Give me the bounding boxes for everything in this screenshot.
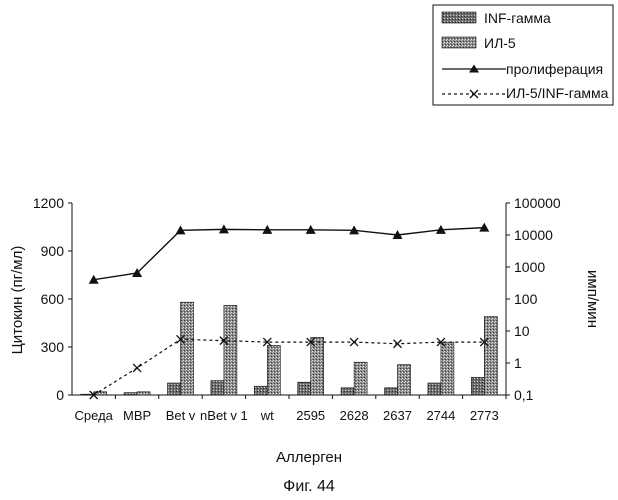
y-tick-label-left: 1200 <box>33 195 64 211</box>
y-tick-label-right: 10 <box>514 323 530 339</box>
x-tick-label: 2595 <box>296 408 325 423</box>
y-axis-title-left: Цитокин (пг/мл) <box>9 246 26 355</box>
line-proliferation <box>94 228 485 280</box>
y-tick-label-left: 900 <box>41 243 65 259</box>
y-ticks-right: 0,1 1 10 100 1000 10000 100000 <box>506 195 561 403</box>
x-tick-label: 2637 <box>383 408 412 423</box>
y-tick-label-right: 100 <box>514 291 538 307</box>
lines <box>89 223 490 399</box>
line-ratio <box>94 339 485 395</box>
bar-il5 <box>354 362 367 395</box>
bar-il5 <box>441 342 454 395</box>
bar-inf-gamma <box>341 388 354 395</box>
bar-il5 <box>137 392 150 395</box>
x-tick-label: 2744 <box>426 408 455 423</box>
bar-inf-gamma <box>211 381 224 395</box>
legend: INF-гамма ИЛ-5 пролиферация ИЛ-5/INF-гам… <box>433 5 613 105</box>
bars <box>81 302 498 395</box>
legend-swatch-inf <box>442 12 476 23</box>
figure-caption: Фиг. 44 <box>0 478 618 496</box>
x-tick-label: Bet v <box>166 408 196 423</box>
x-tick-label: 2628 <box>340 408 369 423</box>
x-tick-label: MBP <box>123 408 151 423</box>
bar-il5 <box>311 337 324 395</box>
bar-inf-gamma <box>124 393 137 395</box>
marker-ratio <box>394 340 402 348</box>
legend-label-il5: ИЛ-5 <box>484 35 516 51</box>
y-tick-label-left: 300 <box>41 339 65 355</box>
bar-inf-gamma <box>168 383 181 395</box>
y-tick-label-right: 0,1 <box>514 387 534 403</box>
legend-label-inf: INF-гамма <box>484 10 551 26</box>
x-tick-label: Среда <box>75 408 114 423</box>
legend-label-ratio: ИЛ-5/INF-гамма <box>506 85 609 101</box>
y-tick-label-left: 600 <box>41 291 65 307</box>
legend-label-proliferation: пролиферация <box>506 61 603 77</box>
bar-inf-gamma <box>428 383 441 395</box>
y-tick-label-right: 1000 <box>514 259 545 275</box>
marker-ratio <box>350 338 358 346</box>
bar-il5 <box>224 305 237 395</box>
x-tick-label: nBet v 1 <box>200 408 248 423</box>
bar-il5 <box>484 317 497 395</box>
bar-il5 <box>398 365 411 395</box>
bar-inf-gamma <box>298 382 311 395</box>
bar-inf-gamma <box>385 388 398 395</box>
x-axis-title: Аллерген <box>276 449 342 466</box>
y-tick-label-right: 10000 <box>514 227 553 243</box>
y-tick-label-left: 0 <box>56 387 64 403</box>
y-tick-label-right: 100000 <box>514 195 561 211</box>
x-ticks: Среда MBP Bet v nBet v 1 wt 2595 2628 2637 2744 2… <box>75 395 506 423</box>
bar-inf-gamma <box>471 377 484 395</box>
y-axis-title-right: имп/мин <box>584 270 601 328</box>
bar-il5 <box>181 302 194 395</box>
x-tick-label: wt <box>260 408 274 423</box>
bar-il5 <box>267 345 280 395</box>
legend-swatch-il5 <box>442 37 476 48</box>
y-ticks-left: 0 300 600 900 1200 <box>33 195 72 403</box>
bar-inf-gamma <box>81 394 94 395</box>
y-tick-label-right: 1 <box>514 355 522 371</box>
bar-inf-gamma <box>254 386 267 395</box>
x-tick-label: 2773 <box>470 408 499 423</box>
marker-ratio <box>133 364 141 372</box>
